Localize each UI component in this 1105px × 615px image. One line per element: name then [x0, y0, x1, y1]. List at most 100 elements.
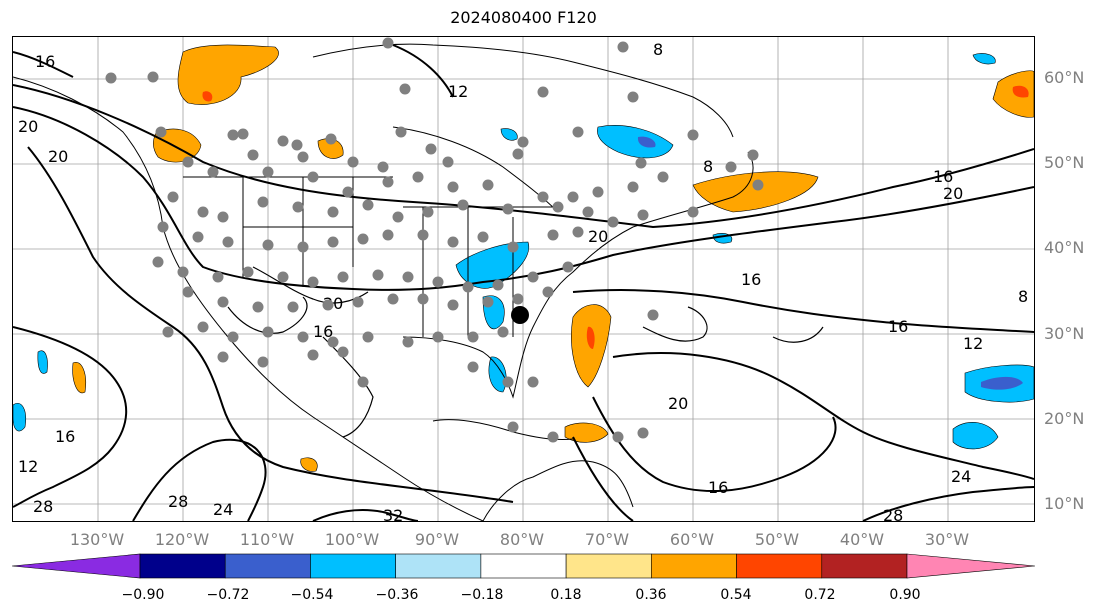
station-dot — [227, 129, 239, 141]
contour-label: 16 — [708, 478, 728, 497]
station-dot — [637, 427, 649, 439]
negative-anomaly-areas — [13, 53, 1034, 450]
contour-label: 8 — [703, 157, 713, 176]
contour-label-group: 16 20 20 12 8 16 20 20 16 16 12 20 8 16 … — [18, 40, 1028, 521]
colorbar-segment — [906, 553, 1035, 579]
station-dot — [512, 293, 524, 305]
station-dot — [447, 181, 459, 193]
lat-label: 20°N — [1044, 409, 1085, 428]
station-dot — [547, 431, 559, 443]
colorbar-segment — [139, 553, 226, 579]
station-dot — [182, 286, 194, 298]
station-dot — [297, 331, 309, 343]
station-dot — [325, 133, 337, 145]
contour-label: 8 — [653, 40, 663, 59]
colorbar-segment — [565, 553, 652, 579]
station-dot — [382, 176, 394, 188]
station-dot — [477, 231, 489, 243]
colorbar-segment — [736, 553, 823, 579]
station-dot — [337, 346, 349, 358]
station-dot — [582, 206, 594, 218]
station-dot — [467, 331, 479, 343]
station-dot — [105, 72, 117, 84]
station-dot — [327, 236, 339, 248]
contour-label: 20 — [588, 227, 608, 246]
station-dot — [277, 135, 289, 147]
station-dot — [277, 271, 289, 283]
station-dot — [462, 281, 474, 293]
station-dot — [347, 156, 359, 168]
contour-lines — [13, 44, 1034, 521]
colorbar-tick: 0.18 — [550, 587, 582, 603]
station-dot — [442, 156, 454, 168]
station-dot — [399, 83, 411, 95]
storm-center-marker — [511, 306, 529, 324]
station-dot — [292, 201, 304, 213]
station-dot — [327, 336, 339, 348]
colorbar-segment — [395, 553, 482, 579]
station-dot — [417, 293, 429, 305]
station-dot — [287, 301, 299, 313]
station-dot — [222, 236, 234, 248]
station-dot — [432, 276, 444, 288]
station-dot — [327, 206, 339, 218]
colorbar-tick: −0.90 — [121, 587, 165, 603]
colorbar-segment — [821, 553, 908, 579]
station-dot — [562, 261, 574, 273]
station-dot — [217, 211, 229, 223]
station-dot — [217, 296, 229, 308]
station-dot — [212, 271, 224, 283]
station-dot — [752, 179, 764, 191]
contour-label: 12 — [18, 457, 38, 476]
contour-label: 8 — [1018, 287, 1028, 306]
station-dot — [362, 331, 374, 343]
colorbar-segment — [12, 553, 141, 579]
contour-label: 24 — [213, 500, 233, 519]
station-dot — [537, 191, 549, 203]
station-dot — [217, 351, 229, 363]
station-dot — [152, 256, 164, 268]
station-dot — [147, 71, 159, 83]
colorbar-tick: −0.72 — [206, 587, 250, 603]
colorbar-segments — [12, 553, 1035, 579]
contour-label: 12 — [448, 82, 468, 101]
station-dot — [447, 299, 459, 311]
lon-label: 60°W — [669, 530, 715, 549]
station-dot — [382, 229, 394, 241]
station-dot — [482, 179, 494, 191]
colorbar-tick: 0.54 — [720, 587, 752, 603]
station-dot — [552, 201, 564, 213]
observation-stations — [105, 37, 764, 443]
map-canvas: 16 20 20 12 8 16 20 20 16 16 12 20 8 16 … — [13, 37, 1034, 521]
colorbar-tick: −0.36 — [375, 587, 419, 603]
lat-label: 10°N — [1044, 494, 1085, 513]
map-panel[interactable]: 16 20 20 12 8 16 20 20 16 16 12 20 8 16 … — [12, 36, 1035, 522]
station-dot — [412, 171, 424, 183]
station-dot — [627, 181, 639, 193]
station-dot — [257, 356, 269, 368]
lon-label: 40°W — [839, 530, 885, 549]
colorbar-segment — [224, 553, 311, 579]
station-dot — [307, 171, 319, 183]
station-dot — [177, 266, 189, 278]
station-dot — [207, 166, 219, 178]
colorbar-tick: 0.36 — [635, 587, 667, 603]
station-dot — [342, 186, 354, 198]
station-dot — [497, 326, 509, 338]
station-dot — [537, 86, 549, 98]
station-dot — [657, 171, 669, 183]
station-dot — [247, 149, 259, 161]
map-title: 2024080400 F120 — [450, 8, 597, 27]
contour-label: 20 — [48, 147, 68, 166]
lon-label: 30°W — [924, 530, 970, 549]
lat-label: 50°N — [1044, 153, 1085, 172]
station-dot — [192, 231, 204, 243]
contour-label: 20 — [668, 394, 688, 413]
contour-label: 16 — [741, 270, 761, 289]
station-dot — [612, 431, 624, 443]
station-dot — [457, 199, 469, 211]
station-dot — [467, 361, 479, 373]
station-dot — [307, 349, 319, 361]
station-dot — [747, 149, 759, 161]
station-dot — [507, 421, 519, 433]
